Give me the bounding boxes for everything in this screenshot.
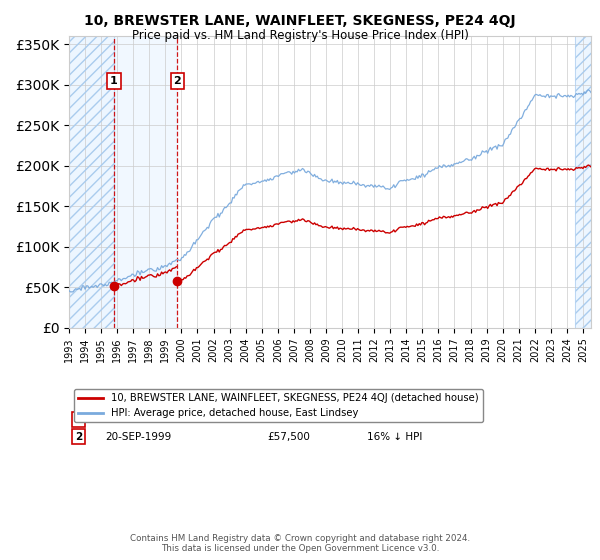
Text: 2: 2 [75, 432, 82, 442]
Text: 1: 1 [110, 76, 118, 86]
Text: 20-SEP-1999: 20-SEP-1999 [106, 432, 172, 442]
Text: £57,500: £57,500 [268, 432, 310, 442]
Text: Price paid vs. HM Land Registry's House Price Index (HPI): Price paid vs. HM Land Registry's House … [131, 29, 469, 42]
Text: 20-OCT-1995: 20-OCT-1995 [106, 414, 174, 424]
Text: £51,000: £51,000 [268, 414, 310, 424]
Text: 16% ↓ HPI: 16% ↓ HPI [367, 432, 422, 442]
Text: 6% ↓ HPI: 6% ↓ HPI [367, 414, 415, 424]
Text: 2: 2 [173, 76, 181, 86]
Bar [114, 36, 178, 328]
Text: Contains HM Land Registry data © Crown copyright and database right 2024.
This d: Contains HM Land Registry data © Crown c… [130, 534, 470, 553]
Bar [575, 36, 591, 328]
Text: 10, BREWSTER LANE, WAINFLEET, SKEGNESS, PE24 4QJ: 10, BREWSTER LANE, WAINFLEET, SKEGNESS, … [84, 14, 516, 28]
Legend: 10, BREWSTER LANE, WAINFLEET, SKEGNESS, PE24 4QJ (detached house), HPI: Average : 10, BREWSTER LANE, WAINFLEET, SKEGNESS, … [74, 389, 482, 422]
Bar [575, 36, 591, 328]
Text: 1: 1 [75, 414, 82, 424]
Bar [69, 36, 114, 328]
Bar [69, 36, 114, 328]
